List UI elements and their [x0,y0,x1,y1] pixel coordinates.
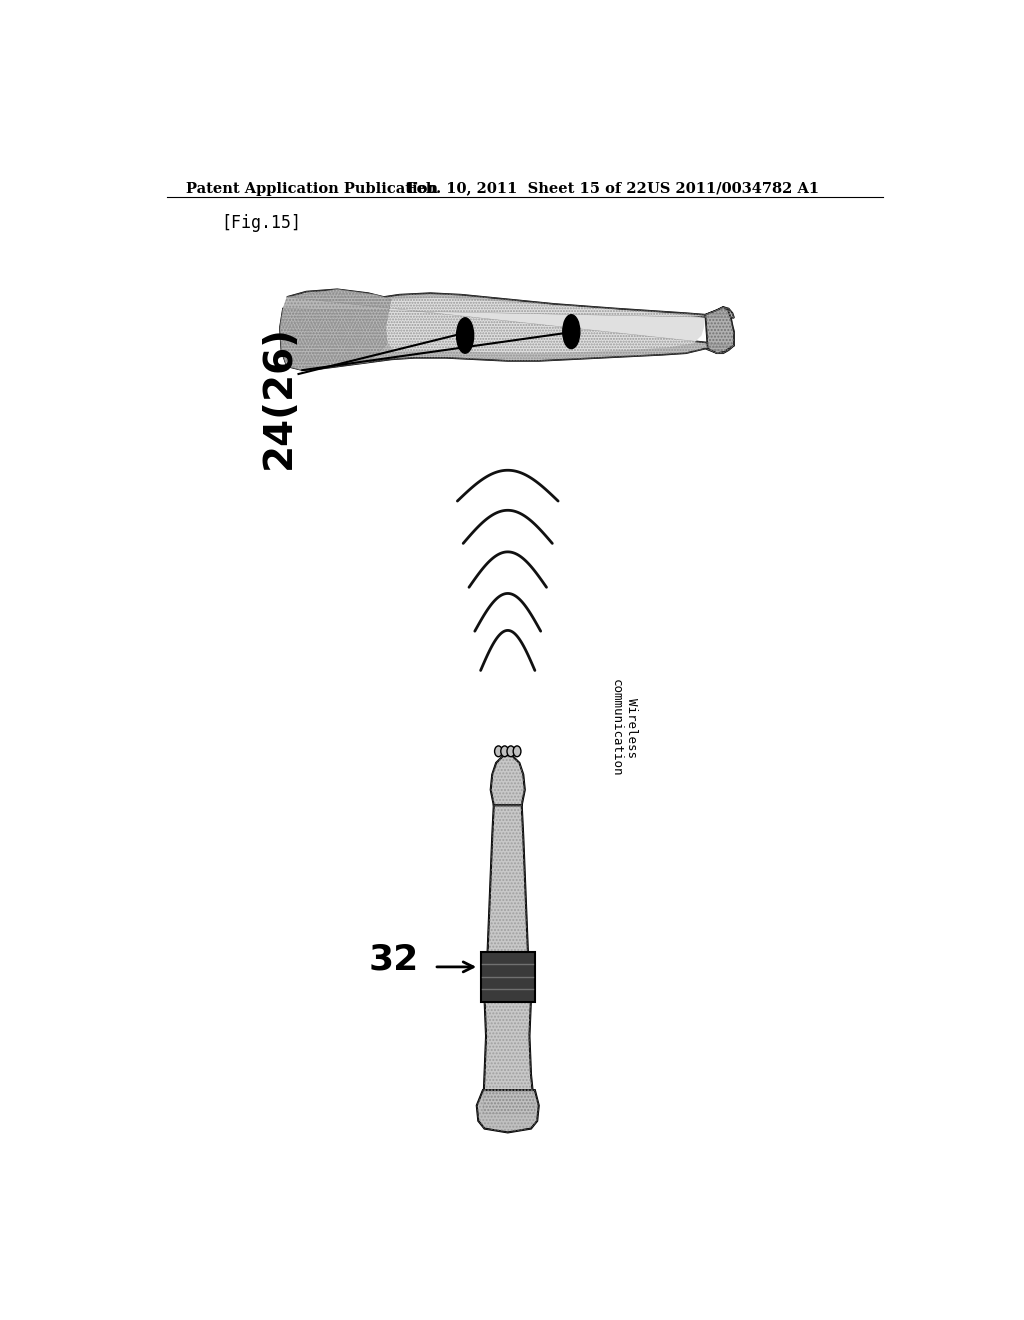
Polygon shape [386,298,706,354]
Polygon shape [280,289,734,370]
Text: Feb. 10, 2011  Sheet 15 of 22: Feb. 10, 2011 Sheet 15 of 22 [407,182,647,195]
Polygon shape [490,755,524,805]
Polygon shape [477,1090,539,1133]
Text: US 2011/0034782 A1: US 2011/0034782 A1 [647,182,819,195]
Ellipse shape [501,746,509,756]
Ellipse shape [495,746,503,756]
Text: Wireless
communication: Wireless communication [610,680,638,777]
Ellipse shape [563,314,580,348]
Ellipse shape [507,746,515,756]
Ellipse shape [457,318,474,354]
Text: 32: 32 [369,942,419,977]
Polygon shape [706,308,734,354]
Text: Patent Application Publication: Patent Application Publication [186,182,438,195]
Polygon shape [280,289,391,370]
Text: 24(26): 24(26) [260,325,298,469]
Polygon shape [480,952,535,1002]
Text: [Fig.15]: [Fig.15] [221,214,301,232]
Polygon shape [483,805,535,1113]
Ellipse shape [513,746,521,756]
